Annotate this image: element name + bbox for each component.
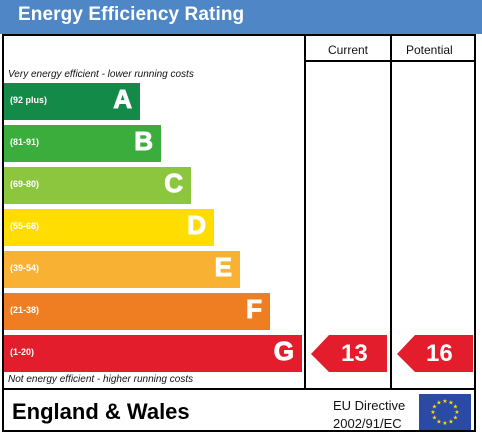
eu-directive-label: EU Directive: [333, 398, 406, 413]
eu-stars-icon: ★ ★ ★ ★ ★ ★ ★ ★ ★ ★ ★ ★: [430, 398, 459, 427]
band-f: (21-38) F: [4, 293, 270, 330]
current-rating-value: 13: [341, 340, 368, 367]
svg-text:★: ★: [453, 404, 458, 411]
band-range-f: (21-38): [10, 305, 40, 315]
band-b: (81-91) B: [4, 125, 161, 162]
svg-text:★: ★: [442, 398, 447, 405]
svg-text:★: ★: [454, 409, 459, 416]
column-header-divider: [304, 60, 476, 62]
band-range-d: (55-68): [10, 221, 40, 231]
header-bar: Energy Efficiency Rating: [0, 0, 482, 34]
svg-text:★: ★: [430, 409, 435, 416]
svg-text:★: ★: [436, 419, 441, 426]
band-c: (69-80) C: [4, 167, 191, 204]
potential-rating-shape: [397, 335, 473, 372]
band-letter-b: B: [134, 126, 154, 157]
footer-divider: [2, 388, 476, 390]
band-g: (1-20) G: [4, 335, 302, 372]
svg-text:★: ★: [448, 419, 453, 426]
band-range-e: (39-54): [10, 263, 40, 273]
band-letter-a: A: [113, 84, 133, 115]
band-letter-f: F: [246, 294, 263, 325]
potential-rating-value: 16: [426, 340, 453, 367]
band-letter-c: C: [164, 168, 184, 199]
band-range-b: (81-91): [10, 137, 40, 147]
svg-text:★: ★: [442, 420, 447, 427]
svg-text:★: ★: [432, 415, 437, 422]
band-range-g: (1-20): [10, 347, 35, 357]
band-e: (39-54) E: [4, 251, 240, 288]
svg-text:★: ★: [448, 400, 453, 407]
svg-text:★: ★: [432, 404, 437, 411]
band-letter-e: E: [214, 252, 232, 283]
region-label: England & Wales: [12, 399, 190, 424]
band-range-a: (92 plus): [10, 95, 48, 105]
potential-rating-arrow: [397, 335, 473, 372]
band-d: (55-68) D: [4, 209, 214, 246]
column-divider-potential: [390, 36, 392, 390]
page-title: Energy Efficiency Rating: [18, 4, 245, 25]
svg-text:★: ★: [436, 400, 441, 407]
inefficient-note: Not energy efficient - higher running co…: [8, 374, 194, 385]
current-column-header: Current: [328, 43, 369, 57]
eu-flag-icon: ★ ★ ★ ★ ★ ★ ★ ★ ★ ★ ★ ★: [419, 394, 471, 430]
band-letter-d: D: [187, 210, 207, 241]
potential-column-header: Potential: [406, 43, 453, 57]
column-divider-current: [304, 36, 306, 390]
svg-text:★: ★: [453, 415, 458, 422]
band-range-c: (69-80): [10, 179, 40, 189]
eu-directive-number: 2002/91/EC: [333, 416, 402, 431]
efficient-note: Very energy efficient - lower running co…: [8, 69, 194, 80]
current-rating-arrow: [311, 335, 387, 372]
current-rating-shape: [311, 335, 387, 372]
rating-frame: [2, 34, 476, 432]
band-letter-g: G: [273, 336, 294, 367]
band-a: (92 plus) A: [4, 83, 140, 120]
